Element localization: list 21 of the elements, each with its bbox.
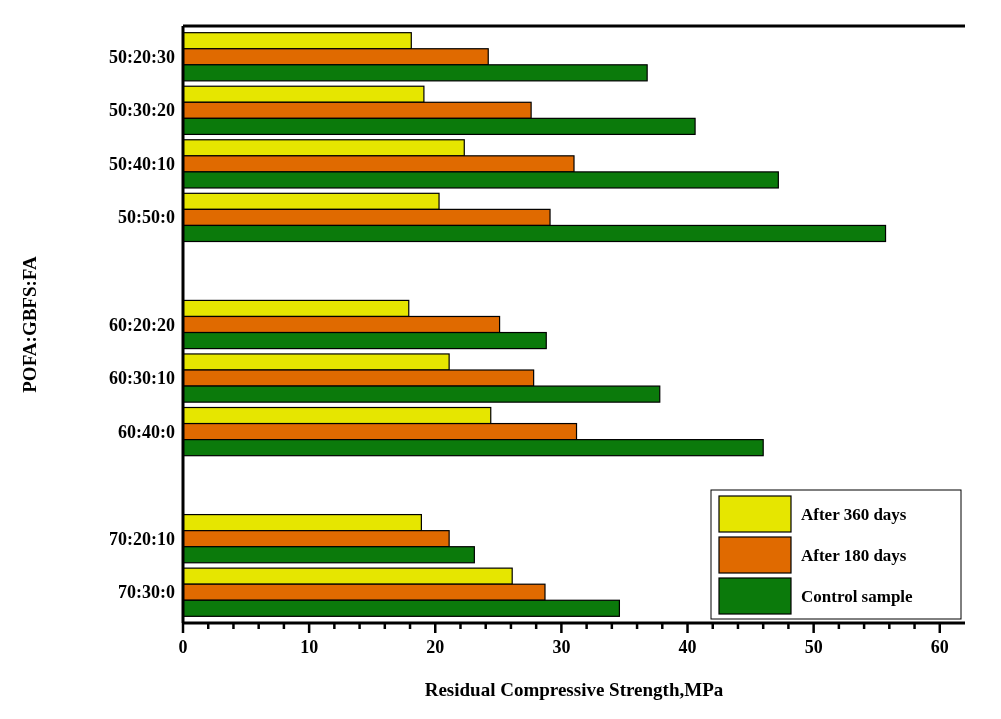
x-tick-label: 20 xyxy=(426,637,445,657)
x-axis-title: Residual Compressive Strength,MPa xyxy=(424,679,724,700)
y-tick-label: 70:20:10 xyxy=(109,528,175,549)
y-tick-label: 50:50:0 xyxy=(118,207,175,228)
x-tick-label: 60 xyxy=(930,637,949,657)
y-tick-label: 50:30:20 xyxy=(109,100,175,121)
x-tick-label: 50 xyxy=(804,637,823,657)
legend-label: After 360 days xyxy=(801,505,907,524)
y-tick-label: 60:20:20 xyxy=(109,314,175,335)
x-tick-label: 40 xyxy=(678,637,697,657)
y-axis-title: POFA:GBFS:FA xyxy=(19,255,40,393)
x-tick-label: 0 xyxy=(178,637,188,657)
y-tick-label: 50:40:10 xyxy=(109,153,175,174)
y-tick-label: 50:20:30 xyxy=(109,46,175,67)
y-tick-label: 60:40:0 xyxy=(118,421,175,442)
legend-label: Control sample xyxy=(801,587,914,606)
x-tick-label: 30 xyxy=(552,637,571,657)
x-tick-label: 10 xyxy=(300,637,319,657)
legend-label: After 180 days xyxy=(801,546,907,565)
y-tick-label: 70:30:0 xyxy=(118,582,175,603)
y-tick-label: 60:30:10 xyxy=(109,368,175,389)
